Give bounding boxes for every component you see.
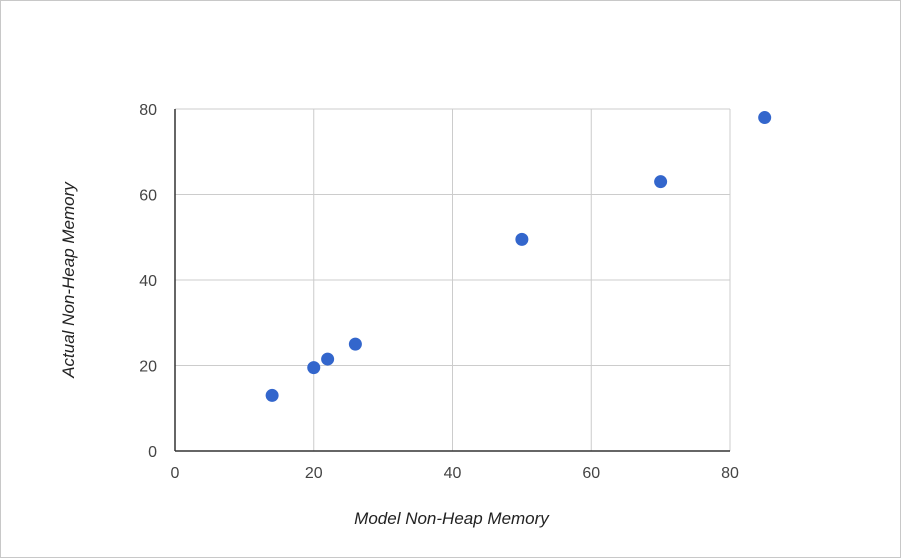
x-tick-label: 0 [171,465,180,482]
y-tick-label: 0 [148,444,157,461]
x-tick-label: 20 [305,465,323,482]
y-tick-label: 60 [139,188,157,205]
data-point [758,111,772,125]
y-tick-label: 40 [139,273,157,290]
data-point [348,337,362,351]
x-axis-title: Model Non-Heap Memory [1,509,901,529]
x-tick-label: 60 [582,465,600,482]
y-axis-title: Actual Non-Heap Memory [59,182,78,378]
x-tick-label: 80 [721,465,739,482]
tick-labels: 0 20 40 60 80 0 20 40 60 80 [139,102,739,482]
grid-lines [175,108,731,451]
y-tick-label: 20 [139,359,157,376]
x-axis-title-text: Model Non-Heap Memory [354,509,549,528]
axes [174,109,730,452]
data-point [265,388,279,402]
x-tick-label: 40 [444,465,462,482]
data-point [515,232,529,246]
data-points [265,111,772,402]
y-tick-label: 80 [139,102,157,119]
data-point [654,175,668,189]
data-point [321,352,335,366]
data-point [307,361,321,375]
